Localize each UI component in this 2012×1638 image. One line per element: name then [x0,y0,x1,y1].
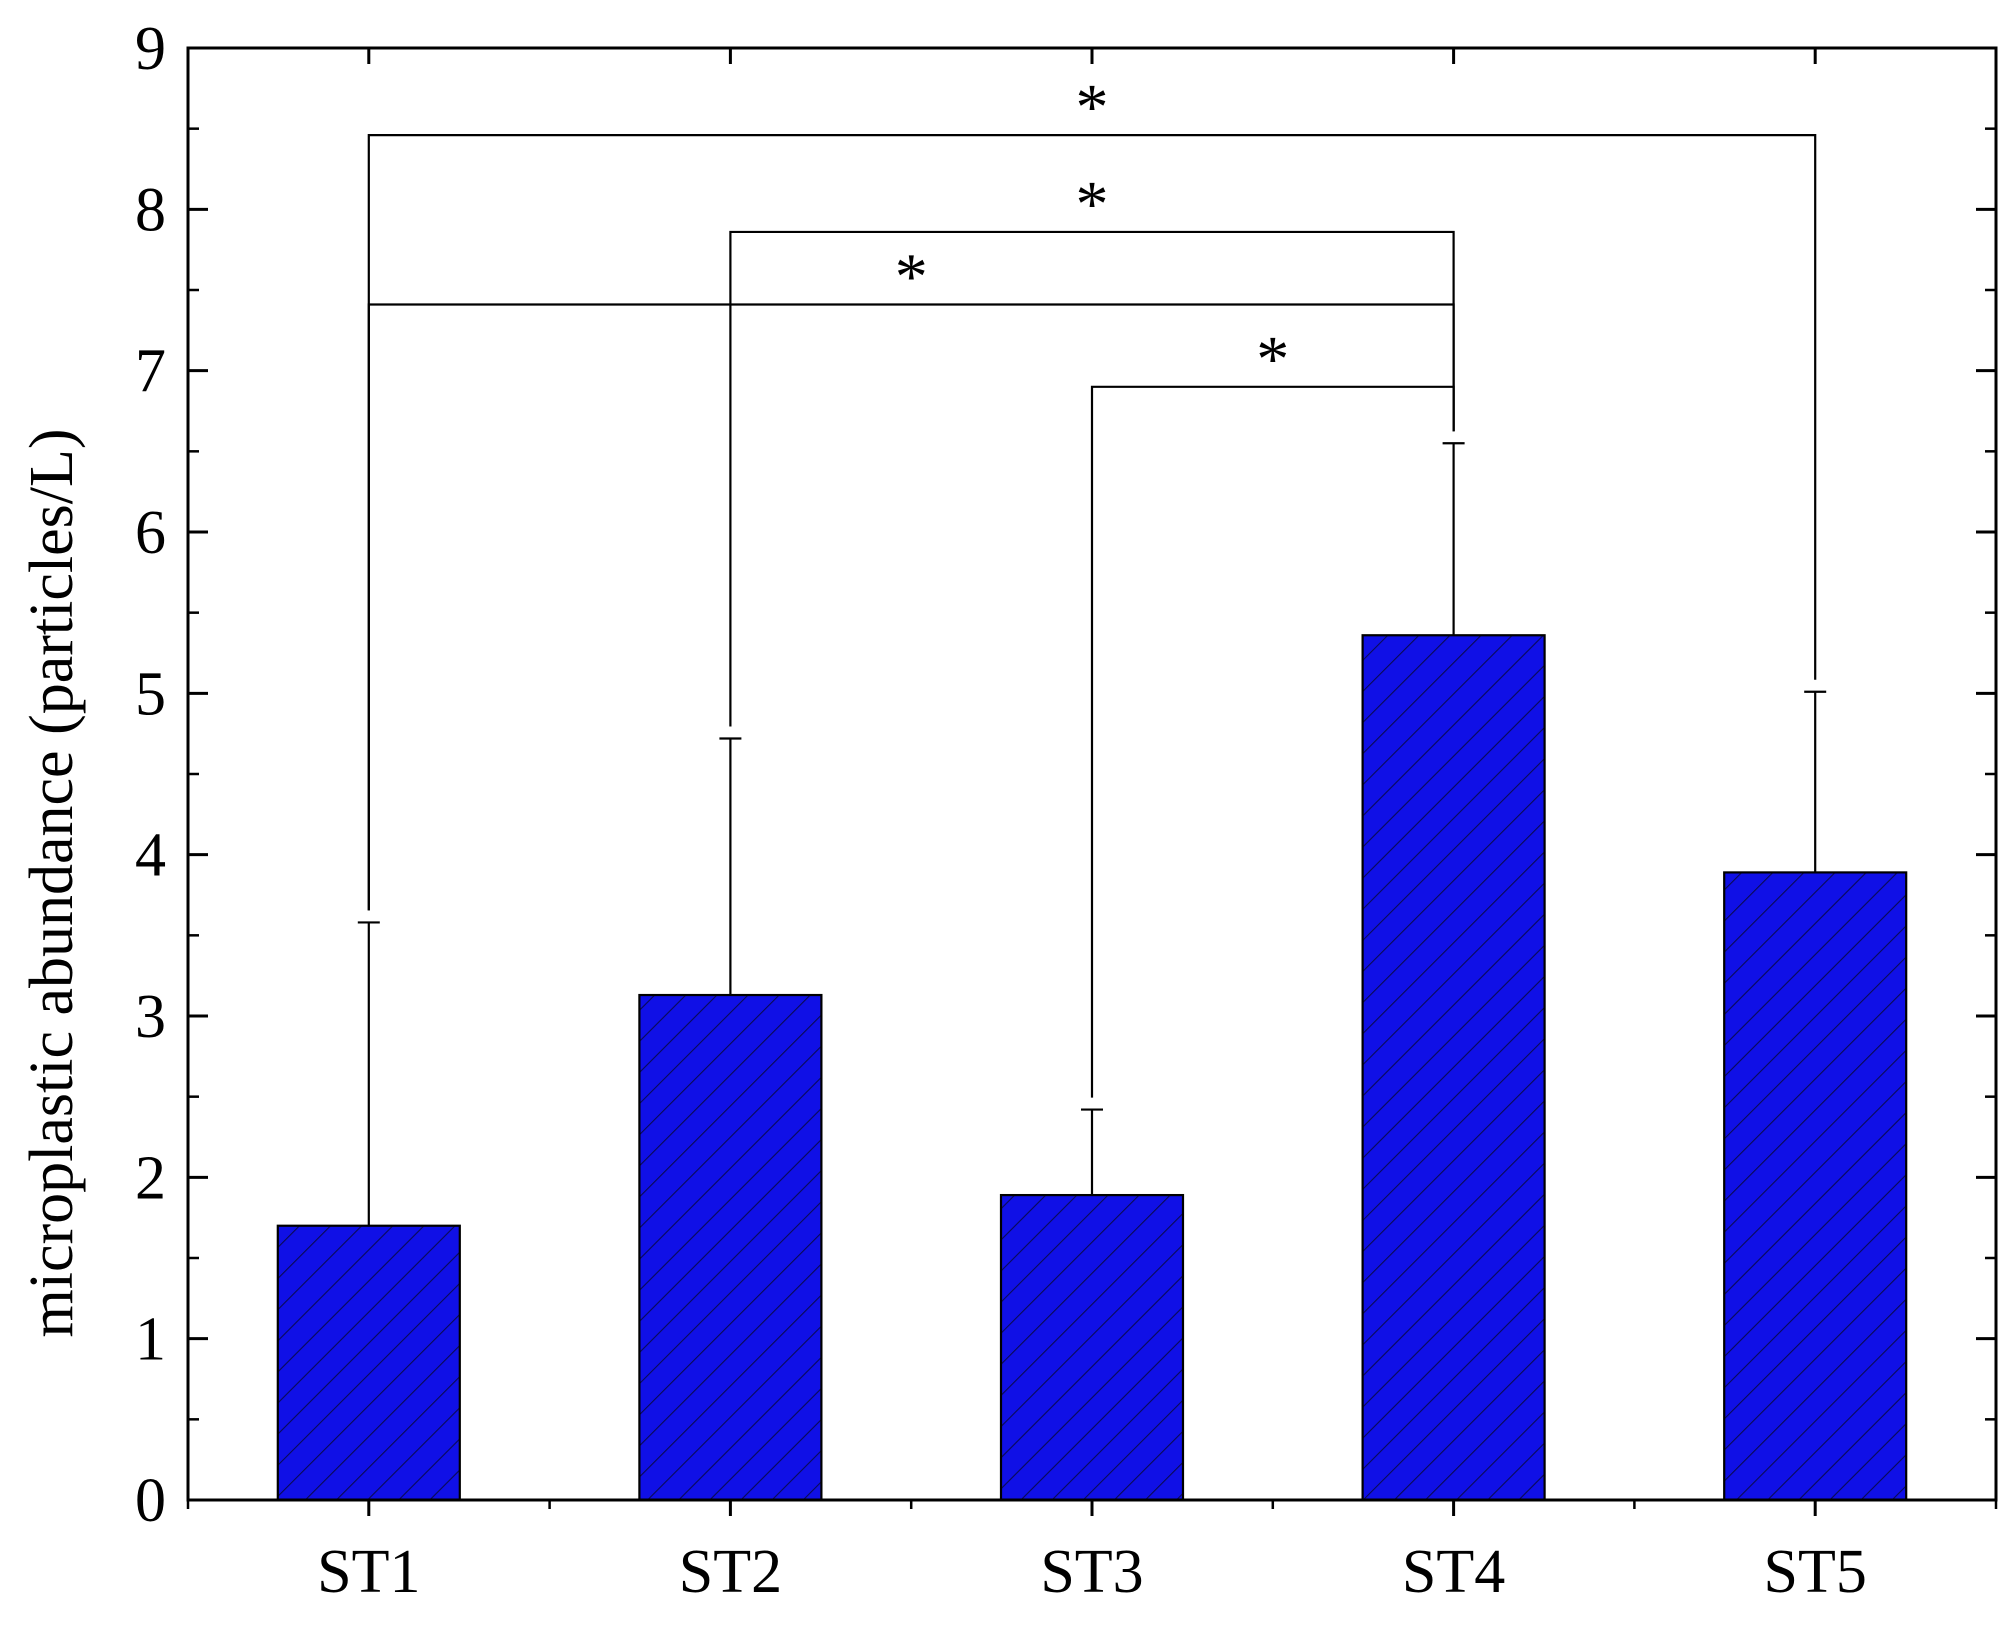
significance-bracket-st3-st4 [1090,385,1455,1098]
significance-star: * [895,241,928,314]
bars-layer [276,634,1908,1502]
y-tick-label: 9 [135,15,166,83]
significance-bracket-st1-st4 [367,303,1455,911]
bar-st3 [999,1193,1185,1502]
bar-st4 [1361,634,1546,1502]
bar-st1 [276,1224,461,1502]
x-tick-label-st5: ST5 [1764,1538,1867,1606]
y-tick-label: 1 [135,1306,166,1374]
x-tick-label-st2: ST2 [679,1538,782,1606]
significance-star: * [1256,323,1289,396]
y-tick-label: 0 [135,1467,166,1535]
bar-st5 [1723,871,1908,1502]
error-bars-layer [357,442,1827,1226]
y-tick-label: 5 [135,660,166,728]
y-tick-label: 4 [135,822,166,890]
significance-layer: * * * * [367,71,1817,1098]
y-tick-label: 8 [135,176,166,244]
y-tick-label: 2 [135,1144,166,1212]
bar-st2 [638,993,823,1502]
x-tick-label-st1: ST1 [317,1538,420,1606]
y-axis-title: microplastic abundance (particles/L) [18,429,86,1338]
x-tick-label-st3: ST3 [1040,1538,1143,1606]
y-tick-label: 3 [135,983,166,1051]
x-tick-label-st4: ST4 [1402,1538,1505,1606]
y-tick-label: 6 [135,499,166,567]
significance-star: * [1076,168,1109,241]
axes-layer: 0 1 2 3 4 5 6 7 8 9 ST1 ST2 ST3 ST4 ST5 [135,15,1998,1606]
y-tick-label: 7 [135,338,166,406]
significance-star: * [1076,71,1109,144]
